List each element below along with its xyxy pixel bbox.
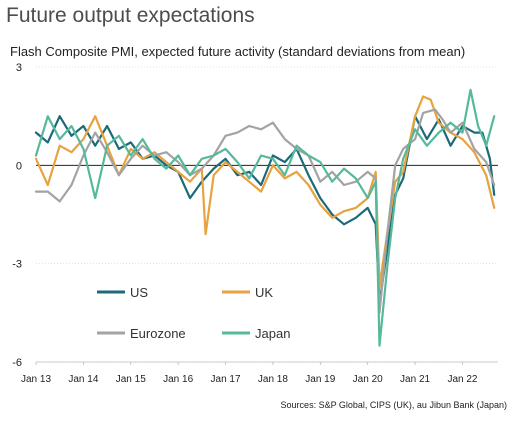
y-tick-label: -3 <box>12 259 22 271</box>
x-tick-label: Jan 19 <box>305 374 335 385</box>
series-line-eurozone <box>34 108 496 314</box>
x-tick-label: Jan 14 <box>68 374 98 385</box>
axes: 3 0 -3 -6 Jan 13 Jan 14 Jan 15 Jan 16 Jan 17 Jan … <box>12 62 498 385</box>
legend-label-us: US <box>130 285 148 300</box>
chart-subtitle: Flash Composite PMI, expected future act… <box>10 44 466 59</box>
source-note: Sources: S&P Global, CIPS (UK), au Jibun… <box>280 400 507 410</box>
series-lines <box>34 88 496 347</box>
series-line-us <box>34 115 496 305</box>
y-tick-label: -6 <box>12 357 22 369</box>
legend: US UK Eurozone Japan <box>97 285 290 341</box>
series-line-uk <box>34 95 496 288</box>
x-tick-label: Jan 15 <box>116 374 146 385</box>
x-tick-label: Jan 22 <box>447 374 477 385</box>
x-tick-label: Jan 16 <box>163 374 193 385</box>
legend-label-uk: UK <box>255 285 273 300</box>
legend-label-japan: Japan <box>255 326 290 341</box>
legend-label-eurozone: Eurozone <box>130 326 186 341</box>
y-tick-label: 3 <box>16 62 22 74</box>
x-tick-label: Jan 17 <box>211 374 241 385</box>
series-line-japan <box>34 88 496 347</box>
x-tick-label: Jan 21 <box>400 374 430 385</box>
y-tick-label: 0 <box>16 160 22 172</box>
x-tick-label: Jan 20 <box>353 374 383 385</box>
x-tick-label: Jan 13 <box>21 374 51 385</box>
x-tick-label: Jan 18 <box>258 374 288 385</box>
page-title: Future output expectations <box>6 4 255 27</box>
